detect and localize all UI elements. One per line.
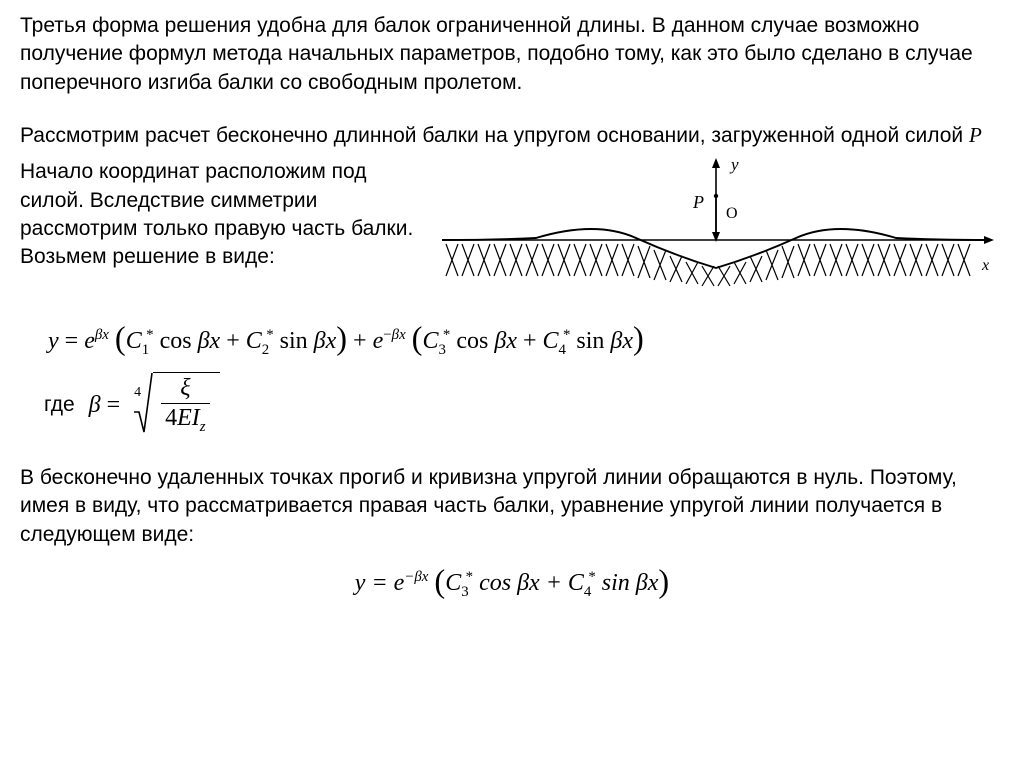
svg-text:y: y (729, 158, 739, 174)
p3-text: Начало координат расположим под силой. В… (20, 160, 413, 268)
paragraph-4: В бесконечно удаленных точках прогиб и к… (20, 464, 1004, 549)
text-figure-row: Начало координат расположим под силой. В… (20, 158, 1004, 306)
paragraph-2: Рассмотрим расчет бесконечно длинной бал… (20, 121, 1004, 150)
force-symbol: P (969, 123, 982, 147)
p2-prefix: Рассмотрим расчет бесконечно длинной бал… (20, 124, 969, 147)
where-label: где (44, 391, 75, 419)
root-index: 4 (134, 384, 141, 403)
svg-text:O: O (726, 205, 738, 222)
paragraph-1: Третья форма решения удобна для балок ог… (20, 12, 1004, 97)
p1-text: Третья форма решения удобна для балок ог… (20, 14, 973, 94)
paragraph-3: Начало координат расположим под силой. В… (20, 158, 420, 271)
radical-icon (133, 372, 153, 434)
svg-text:x: x (981, 257, 989, 274)
formula-reduced-solution: y = e−βx (C3* cos βx + C4* sin βx) (20, 559, 1004, 603)
beam-figure: y P O x (436, 158, 1004, 306)
beta-definition: где β = 4 ξ 4EIz (44, 372, 1004, 437)
beam-svg: y P O x (436, 158, 996, 298)
p4-text: В бесконечно удаленных точках прогиб и к… (20, 466, 957, 546)
svg-text:P: P (692, 192, 704, 212)
formula-full-solution: y = eβx (C1* cos βx + C2* sin βx) + e−βx… (48, 317, 1004, 361)
